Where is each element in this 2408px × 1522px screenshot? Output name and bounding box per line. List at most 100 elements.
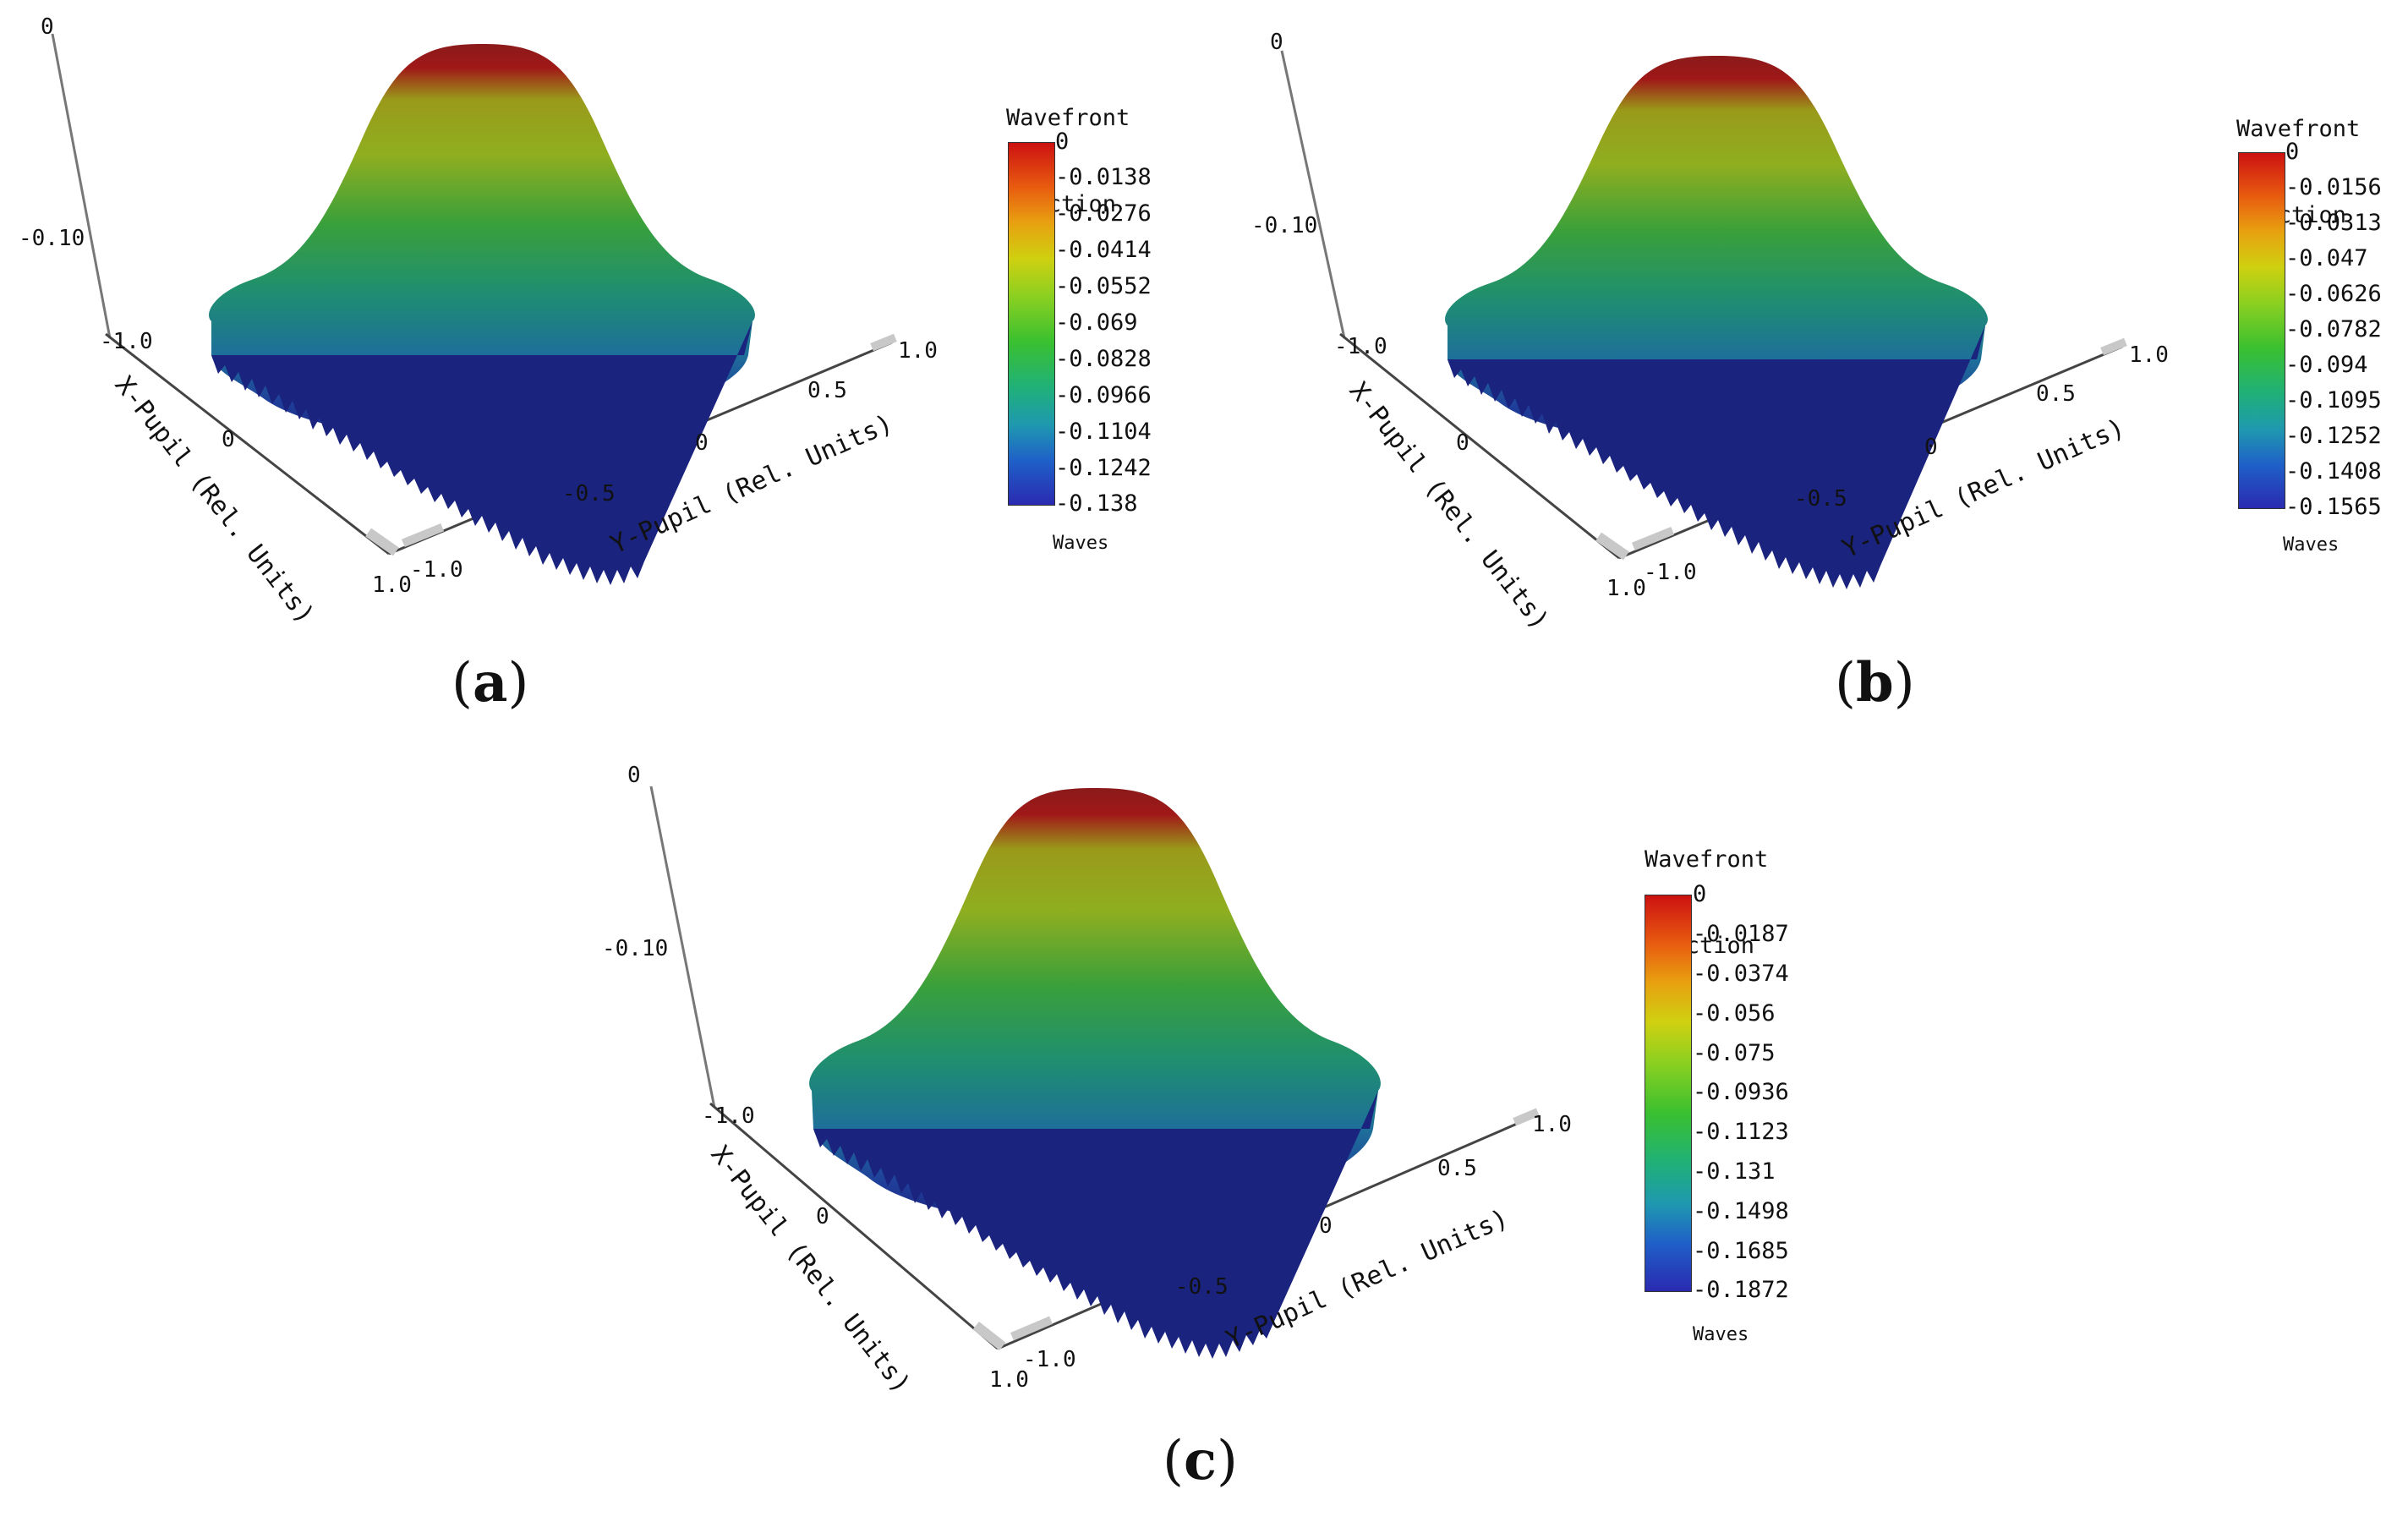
z-tick-0: 0 [1270, 30, 1283, 55]
colorbar-tick: -0.1565 [2285, 494, 2382, 520]
colorbar-tick: -0.047 [2285, 245, 2368, 271]
colorbar-tick: -0.056 [1693, 1000, 1776, 1027]
y-tick-neg05: -0.5 [1794, 486, 1847, 512]
wavefront-surface [209, 44, 755, 441]
y-tick-0: 0 [1319, 1213, 1333, 1239]
panel-label-b: (b) [1835, 651, 1915, 714]
x-tick-neg1: -1.0 [1334, 334, 1387, 359]
colorbar-tick: -0.0187 [1693, 921, 1789, 947]
surface-jagged-edge [813, 1091, 1378, 1359]
axis-corner-marker [1631, 526, 1675, 551]
panel-label-c: (c) [1163, 1429, 1238, 1492]
axis-corner-marker [1595, 532, 1629, 561]
y-tick-0: 0 [1924, 435, 1938, 460]
z-tick-neg010: -0.10 [19, 226, 85, 251]
colorbar-tick: -0.1872 [1693, 1277, 1789, 1303]
x-axis-line [1339, 332, 1620, 560]
x-tick-neg1: -1.0 [100, 329, 153, 354]
colorbar-tick: -0.0276 [1055, 200, 1152, 227]
colorbar-tick: -0.1104 [1055, 419, 1152, 445]
colorbar-tick: -0.0552 [1055, 273, 1152, 299]
colorbar-tick: -0.069 [1055, 309, 1138, 336]
x-tick-1: 1.0 [989, 1367, 1029, 1393]
axis-corner-marker [365, 528, 399, 556]
surface-jagged-edge [211, 321, 752, 585]
colorbar-tick: -0.0156 [2285, 174, 2382, 200]
colorbar-tick: -0.1498 [1693, 1198, 1789, 1224]
y-tick-1: 1.0 [898, 338, 938, 364]
surface-plot-b: 0 -0.10 -1.0 0 1.0 X-Pupil (Rel. Units) … [1251, 30, 2169, 636]
surface-plot-c: 0 -0.10 -1.0 0 1.0 X-Pupil (Rel. Units) … [602, 763, 1572, 1399]
colorbar-tick: -0.131 [1693, 1158, 1776, 1185]
colorbar-title-line1: Wavefront [2236, 116, 2361, 142]
colorbar-tick: -0.1095 [2285, 387, 2382, 413]
y-tick-0: 0 [695, 430, 709, 456]
panel-c: 0 -0.10 -1.0 0 1.0 X-Pupil (Rel. Units) … [592, 744, 1860, 1522]
axis-corner-marker [1010, 1316, 1053, 1341]
y-tick-05: 0.5 [1437, 1156, 1477, 1181]
y-tick-1: 1.0 [2129, 342, 2169, 368]
colorbar-title-line1: Wavefront [1645, 846, 1769, 873]
x-tick-0: 0 [1456, 430, 1469, 456]
y-tick-05: 0.5 [807, 378, 847, 403]
y-tick-1: 1.0 [1532, 1112, 1572, 1137]
x-axis-line [709, 1102, 999, 1350]
panel-a: 0 -0.10 -1.0 0 1.0 X-Pupil (Rel. Units) … [0, 0, 1218, 761]
colorbar-tick: -0.1252 [2285, 423, 2382, 449]
z-tick-0: 0 [41, 14, 54, 40]
colorbar-tick: -0.1685 [1693, 1238, 1789, 1264]
axis-corner-marker [972, 1321, 1006, 1351]
colorbar-tick: -0.075 [1693, 1040, 1776, 1066]
z-axis-line [51, 33, 112, 339]
colorbar-tick: -0.1242 [1055, 455, 1152, 481]
colorbar [2238, 152, 2285, 509]
colorbar-tick: -0.0782 [2285, 316, 2382, 342]
y-tick-neg1: -1.0 [1023, 1347, 1076, 1372]
colorbar-tick: -0.0138 [1055, 164, 1152, 190]
surface-plot-a: 0 -0.10 -1.0 0 1.0 X-Pupil (Rel. Units) … [19, 14, 938, 630]
colorbar-tick: -0.0936 [1693, 1079, 1789, 1105]
x-tick-0: 0 [222, 427, 235, 452]
y-tick-neg05: -0.5 [562, 481, 616, 506]
colorbar-tick: -0.0414 [1055, 237, 1152, 263]
axis-corner-marker [1513, 1108, 1540, 1126]
colorbar-tick: -0.0828 [1055, 346, 1152, 372]
panel-label-a: (a) [452, 651, 529, 714]
colorbar-tick: -0.1408 [2285, 458, 2382, 485]
z-tick-0: 0 [627, 763, 641, 788]
colorbar [1008, 142, 1055, 506]
z-tick-neg010: -0.10 [1251, 213, 1317, 238]
colorbar-tick: -0.0626 [2285, 281, 2382, 307]
z-axis-line [649, 786, 716, 1109]
axis-corner-marker [870, 333, 897, 352]
x-tick-1: 1.0 [1606, 576, 1646, 601]
z-tick-neg010: -0.10 [602, 936, 668, 961]
y-tick-neg1: -1.0 [1644, 560, 1697, 585]
colorbar-tick: -0.138 [1055, 490, 1138, 517]
x-axis-line [105, 332, 390, 556]
colorbar-unit: Waves [2283, 534, 2340, 556]
y-tick-neg05: -0.5 [1175, 1274, 1229, 1300]
colorbar-tick: -0.0966 [1055, 382, 1152, 408]
wavefront-surface [1445, 56, 1988, 446]
colorbar-unit: Waves [1053, 533, 1109, 554]
x-tick-0: 0 [816, 1204, 829, 1229]
colorbar-tick: -0.1123 [1693, 1119, 1789, 1145]
x-tick-neg1: -1.0 [702, 1103, 755, 1129]
z-axis-line [1280, 50, 1346, 339]
axis-corner-marker [2100, 337, 2127, 356]
colorbar-tick: 0 [2285, 139, 2300, 165]
colorbar-tick: 0 [1693, 881, 1707, 907]
colorbar-tick: 0 [1055, 129, 1070, 155]
panel-label-c-letter: c [1183, 1429, 1217, 1492]
y-tick-neg1: -1.0 [410, 557, 463, 583]
colorbar-unit: Waves [1693, 1324, 1749, 1345]
y-tick-05: 0.5 [2036, 381, 2076, 407]
x-tick-1: 1.0 [372, 572, 412, 598]
colorbar-tick: -0.0313 [2285, 210, 2382, 236]
colorbar-tick: -0.0374 [1693, 961, 1789, 987]
panel-label-a-letter: a [472, 651, 508, 714]
surface-jagged-edge [1448, 326, 1985, 589]
colorbar-title-line1: Wavefront [1006, 105, 1130, 131]
colorbar-tick: -0.094 [2285, 352, 2368, 378]
